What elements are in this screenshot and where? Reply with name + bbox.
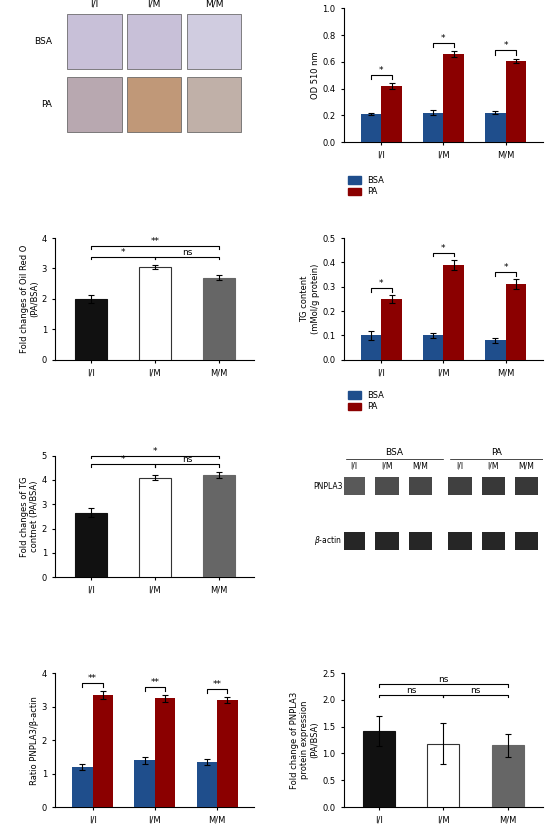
Bar [139,478,171,577]
Bar [187,13,241,68]
Text: *: * [504,263,508,272]
Bar [376,532,399,550]
Bar [506,285,526,359]
Bar [481,477,505,495]
Text: ns: ns [182,455,192,464]
Text: PNPLA3: PNPLA3 [313,482,342,491]
Bar [481,532,505,550]
Y-axis label: Fold change of PNPLA3
protein expression
(PA/BSA): Fold change of PNPLA3 protein expression… [290,691,320,789]
Bar [342,477,366,495]
Y-axis label: Ratio PNPLA3/β-actin: Ratio PNPLA3/β-actin [30,696,39,785]
Bar [448,477,471,495]
Text: *: * [153,447,157,456]
Text: **: ** [213,680,222,689]
Y-axis label: OD 510 nm: OD 510 nm [311,52,320,99]
Text: *: * [121,248,125,257]
Text: ns: ns [182,248,192,257]
Bar [363,731,396,807]
Text: **: ** [150,237,160,246]
Text: ns: ns [406,686,417,695]
Text: ns: ns [470,686,481,695]
Bar [155,698,176,807]
Bar [409,532,432,550]
Bar [203,475,235,577]
Text: I/M: I/M [488,462,499,471]
Legend: BSA, PA: BSA, PA [348,176,384,196]
Text: I/M: I/M [381,462,393,471]
Bar [217,700,238,807]
Bar [409,477,432,495]
Bar [139,267,171,359]
Bar [127,77,181,132]
Text: *: * [379,67,383,75]
Text: *: * [441,244,445,253]
Bar [75,299,107,359]
Text: $\beta$-actin: $\beta$-actin [315,534,342,547]
Bar [515,477,538,495]
Bar [376,477,399,495]
Bar [515,532,538,550]
Text: I/I: I/I [350,462,357,471]
Bar [187,77,241,132]
Text: I/I: I/I [90,0,99,8]
Text: PA: PA [491,448,502,458]
Text: *: * [121,455,125,464]
Text: *: * [379,279,383,288]
Y-axis label: Fold changes of Oil Red O
(PA/BSA): Fold changes of Oil Red O (PA/BSA) [19,245,39,353]
Text: PA: PA [41,100,52,109]
Bar [68,13,122,68]
Text: BSA: BSA [34,37,52,46]
Bar [93,695,113,807]
Text: *: * [441,34,445,43]
Text: **: ** [150,678,160,687]
Text: M/M: M/M [412,462,428,471]
Bar [427,744,459,807]
Bar [485,340,506,359]
Bar [423,113,443,142]
Bar [203,278,235,359]
Bar [381,299,402,359]
Bar [443,265,464,359]
Bar [443,54,464,142]
Text: I/M: I/M [147,0,161,8]
Bar [72,767,93,807]
Bar [491,745,524,807]
Legend: BSA, PA: BSA, PA [348,391,384,411]
Bar [68,77,122,132]
Bar [506,61,526,142]
Bar [75,513,107,577]
Text: M/M: M/M [204,0,223,8]
Y-axis label: Fold changes of TG
contnet (PA/BSA): Fold changes of TG contnet (PA/BSA) [19,476,39,557]
Y-axis label: TG content
(mMol/g protein): TG content (mMol/g protein) [300,264,320,334]
Bar [381,86,402,142]
Bar [342,532,366,550]
Text: *: * [504,42,508,51]
Text: BSA: BSA [384,448,403,458]
Bar [361,335,381,359]
Bar [127,13,181,68]
Bar [361,114,381,142]
Text: I/I: I/I [456,462,464,471]
Bar [448,532,471,550]
Bar [197,762,217,807]
Bar [485,113,506,142]
Bar [423,335,443,359]
Bar [135,760,155,807]
Text: **: ** [88,674,97,683]
Text: M/M: M/M [519,462,534,471]
Text: ns: ns [438,675,449,684]
